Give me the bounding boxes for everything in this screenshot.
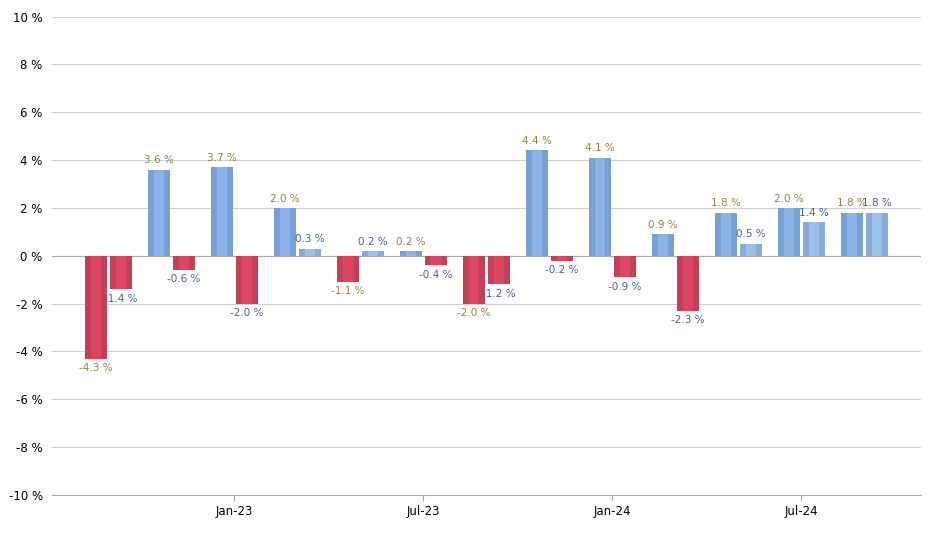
Bar: [677, 256, 698, 311]
Text: -0.2 %: -0.2 %: [545, 265, 578, 275]
Text: 4.4 %: 4.4 %: [523, 136, 552, 146]
Bar: [803, 222, 824, 256]
Bar: [532, 151, 542, 256]
Bar: [778, 208, 800, 256]
Bar: [406, 251, 416, 256]
Text: -1.4 %: -1.4 %: [104, 294, 137, 304]
Bar: [551, 256, 572, 261]
Bar: [86, 256, 107, 359]
Bar: [841, 213, 863, 256]
Text: 0.2 %: 0.2 %: [358, 236, 387, 246]
Bar: [337, 256, 359, 282]
Text: -2.3 %: -2.3 %: [671, 315, 704, 325]
Text: 3.7 %: 3.7 %: [207, 153, 237, 163]
Bar: [556, 256, 567, 261]
Bar: [343, 256, 353, 282]
Bar: [652, 234, 674, 256]
Bar: [808, 222, 819, 256]
Text: -0.6 %: -0.6 %: [167, 274, 200, 284]
Bar: [745, 244, 756, 256]
Bar: [400, 251, 422, 256]
Bar: [179, 256, 189, 270]
Bar: [173, 256, 195, 270]
Text: 2.0 %: 2.0 %: [271, 194, 300, 204]
Text: 0.3 %: 0.3 %: [295, 234, 324, 244]
Text: -1.2 %: -1.2 %: [482, 289, 515, 299]
Bar: [784, 208, 794, 256]
Bar: [469, 256, 479, 304]
Text: 0.9 %: 0.9 %: [649, 220, 678, 230]
Bar: [431, 256, 441, 265]
Bar: [619, 256, 630, 277]
Bar: [589, 158, 611, 256]
Bar: [595, 158, 605, 256]
Text: -0.9 %: -0.9 %: [608, 282, 641, 292]
Bar: [217, 167, 227, 256]
Bar: [154, 169, 164, 256]
Bar: [212, 167, 233, 256]
Bar: [362, 251, 384, 256]
Text: 0.2 %: 0.2 %: [397, 236, 426, 246]
Bar: [149, 169, 170, 256]
Bar: [280, 208, 290, 256]
Text: -2.0 %: -2.0 %: [458, 308, 491, 318]
Bar: [614, 256, 635, 277]
Bar: [236, 256, 258, 304]
Text: 0.5 %: 0.5 %: [736, 229, 765, 239]
Bar: [721, 213, 731, 256]
Bar: [715, 213, 737, 256]
Text: -2.0 %: -2.0 %: [230, 308, 263, 318]
Bar: [658, 234, 668, 256]
Bar: [866, 213, 887, 256]
Bar: [425, 256, 446, 265]
Text: -0.4 %: -0.4 %: [419, 270, 452, 279]
Text: -1.1 %: -1.1 %: [332, 287, 365, 296]
Text: 1.8 %: 1.8 %: [838, 199, 867, 208]
Bar: [305, 249, 315, 256]
Bar: [871, 213, 882, 256]
Bar: [526, 151, 548, 256]
Bar: [242, 256, 252, 304]
Bar: [488, 256, 509, 284]
Bar: [299, 249, 321, 256]
Text: 1.8 %: 1.8 %: [712, 199, 741, 208]
Bar: [368, 251, 378, 256]
Bar: [494, 256, 504, 284]
Bar: [463, 256, 485, 304]
Bar: [110, 256, 132, 289]
Text: 4.1 %: 4.1 %: [586, 144, 615, 153]
Text: 2.0 %: 2.0 %: [775, 194, 804, 204]
Bar: [91, 256, 102, 359]
Text: -4.3 %: -4.3 %: [79, 363, 113, 373]
Bar: [116, 256, 126, 289]
Bar: [682, 256, 693, 311]
Text: 1.8 %: 1.8 %: [862, 199, 892, 208]
Bar: [274, 208, 296, 256]
Text: 3.6 %: 3.6 %: [144, 155, 174, 166]
Bar: [847, 213, 857, 256]
Bar: [740, 244, 761, 256]
Text: 1.4 %: 1.4 %: [799, 208, 829, 218]
